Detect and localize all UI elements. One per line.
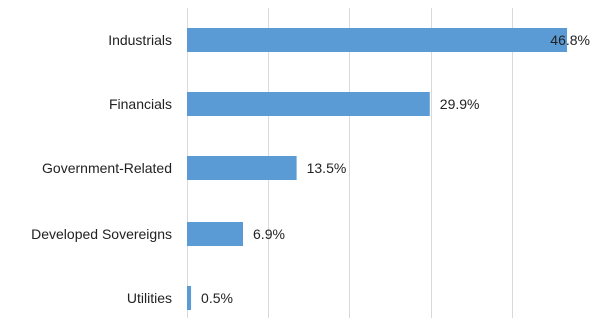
category-label-industrials: Industrials [108,32,172,48]
bar-government-related [187,156,297,180]
value-label-financials: 29.9% [440,96,480,112]
bar-industrials [187,28,568,52]
bar-utilities [187,286,192,310]
category-label-utilities: Utilities [127,290,172,306]
bar-developed-sovereigns [187,222,244,246]
category-label-financials: Financials [109,96,172,112]
value-label-industrials: 46.8% [550,32,590,48]
category-label-government-related: Government-Related [42,160,172,176]
category-labels: Industrials Financials Government-Related D… [31,32,172,306]
category-label-developed-sovereigns: Developed Sovereigns [31,226,172,242]
value-label-developed-sovereigns: 6.9% [253,226,285,242]
value-labels: 46.8% 29.9% 13.5% 6.9% 0.5% [201,32,590,306]
bar-financials [187,92,430,116]
value-label-government-related: 13.5% [307,160,347,176]
value-label-utilities: 0.5% [201,290,233,306]
bars [187,28,568,310]
gridlines [187,8,513,318]
